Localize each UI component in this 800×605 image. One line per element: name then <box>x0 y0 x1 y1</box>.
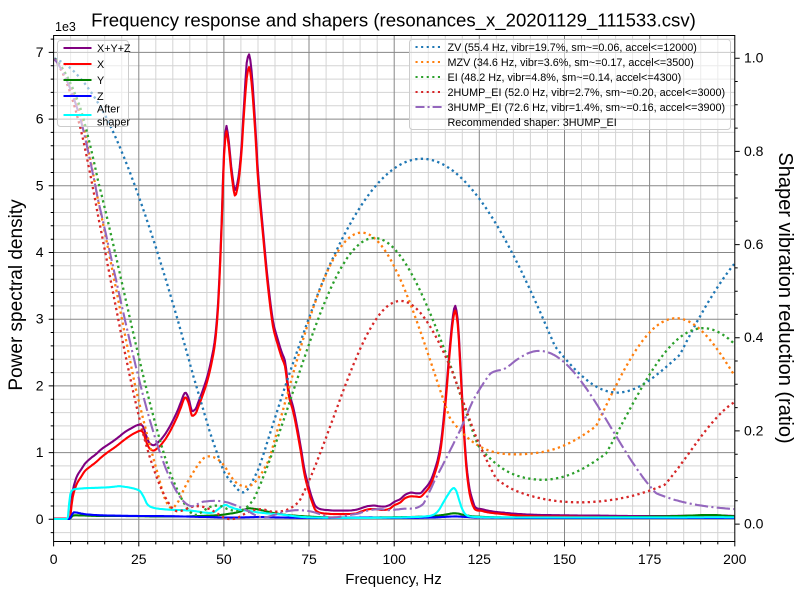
svg-text:3: 3 <box>36 311 44 327</box>
svg-text:Z: Z <box>97 91 104 103</box>
svg-text:ZV (55.4 Hz, vibr=19.7%, sm~=0: ZV (55.4 Hz, vibr=19.7%, sm~=0.06, accel… <box>448 42 697 54</box>
svg-text:200: 200 <box>723 551 747 567</box>
svg-text:5: 5 <box>36 177 44 193</box>
svg-text:0.0: 0.0 <box>744 516 764 532</box>
svg-text:Power spectral density: Power spectral density <box>6 199 27 391</box>
svg-text:0: 0 <box>50 551 58 567</box>
svg-text:X: X <box>97 59 104 71</box>
svg-text:0.8: 0.8 <box>744 143 764 159</box>
svg-text:4: 4 <box>36 244 44 260</box>
svg-text:shaper: shaper <box>97 116 130 128</box>
svg-text:Y: Y <box>97 75 104 87</box>
svg-text:After: After <box>97 103 120 115</box>
svg-text:0.6: 0.6 <box>744 236 764 252</box>
svg-text:100: 100 <box>383 551 407 567</box>
svg-text:Recommended shaper: 3HUMP_EI: Recommended shaper: 3HUMP_EI <box>448 117 617 129</box>
svg-text:MZV (34.6 Hz, vibr=3.6%, sm~=0: MZV (34.6 Hz, vibr=3.6%, sm~=0.17, accel… <box>448 57 694 69</box>
svg-text:0: 0 <box>36 511 44 527</box>
svg-text:Frequency, Hz: Frequency, Hz <box>345 571 441 588</box>
svg-text:Frequency response and shapers: Frequency response and shapers (resonanc… <box>91 10 696 32</box>
svg-text:25: 25 <box>131 551 147 567</box>
svg-text:150: 150 <box>553 551 577 567</box>
svg-text:1: 1 <box>36 444 44 460</box>
svg-text:2HUMP_EI (52.0 Hz, vibr=2.7%,: 2HUMP_EI (52.0 Hz, vibr=2.7%, sm~=0.20, … <box>448 87 726 99</box>
svg-text:75: 75 <box>301 551 317 567</box>
svg-text:1e3: 1e3 <box>55 20 76 34</box>
svg-text:0.4: 0.4 <box>744 329 764 345</box>
svg-text:Shaper vibration reduction (ra: Shaper vibration reduction (ratio) <box>774 152 796 443</box>
svg-text:3HUMP_EI (72.6 Hz, vibr=1.4%,: 3HUMP_EI (72.6 Hz, vibr=1.4%, sm~=0.16, … <box>448 102 726 114</box>
svg-text:X+Y+Z: X+Y+Z <box>97 43 131 55</box>
svg-text:175: 175 <box>638 551 662 567</box>
svg-text:2: 2 <box>36 377 44 393</box>
svg-text:125: 125 <box>468 551 492 567</box>
svg-text:50: 50 <box>216 551 232 567</box>
svg-text:7: 7 <box>36 44 44 60</box>
svg-text:0.2: 0.2 <box>744 422 764 438</box>
svg-text:EI (48.2 Hz, vibr=4.8%, sm~=0.: EI (48.2 Hz, vibr=4.8%, sm~=0.14, accel<… <box>448 72 682 84</box>
svg-text:6: 6 <box>36 111 44 127</box>
svg-text:1.0: 1.0 <box>744 50 764 66</box>
